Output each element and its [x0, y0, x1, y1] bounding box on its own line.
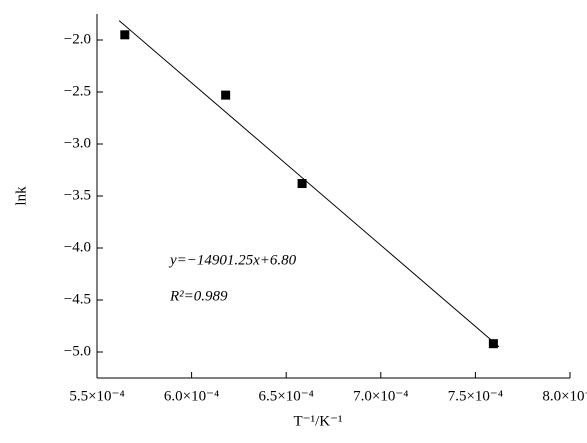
equation: y=−14901.25x+6.80 — [168, 252, 297, 268]
y-tick-label: −4.0 — [64, 239, 91, 255]
x-tick-label: 6.0×10⁻⁴ — [164, 388, 219, 404]
fit-line — [118, 20, 500, 348]
x-axis-label: T⁻¹/K⁻¹ — [294, 413, 343, 429]
point — [221, 90, 231, 100]
x-tick-label: 7.5×10⁻⁴ — [448, 388, 503, 404]
y-tick-label: −3.5 — [64, 187, 91, 203]
y-tick-label: −2.0 — [64, 31, 91, 47]
y-tick-label: −2.5 — [64, 83, 91, 99]
y-tick-label: −4.5 — [64, 291, 91, 307]
x-tick-label: 8.0×10⁻⁴ — [542, 388, 587, 404]
y-tick-label: −5.0 — [64, 343, 91, 359]
r-squared: R²=0.989 — [169, 288, 228, 304]
y-axis-label: lnk — [13, 186, 29, 206]
point — [120, 30, 130, 40]
x-tick-label: 7.0×10⁻⁴ — [353, 388, 408, 404]
point — [488, 339, 498, 349]
point — [297, 179, 307, 189]
y-tick-label: −3.0 — [64, 135, 91, 151]
x-tick-label: 5.5×10⁻⁴ — [69, 388, 124, 404]
x-tick-label: 6.5×10⁻⁴ — [259, 388, 314, 404]
